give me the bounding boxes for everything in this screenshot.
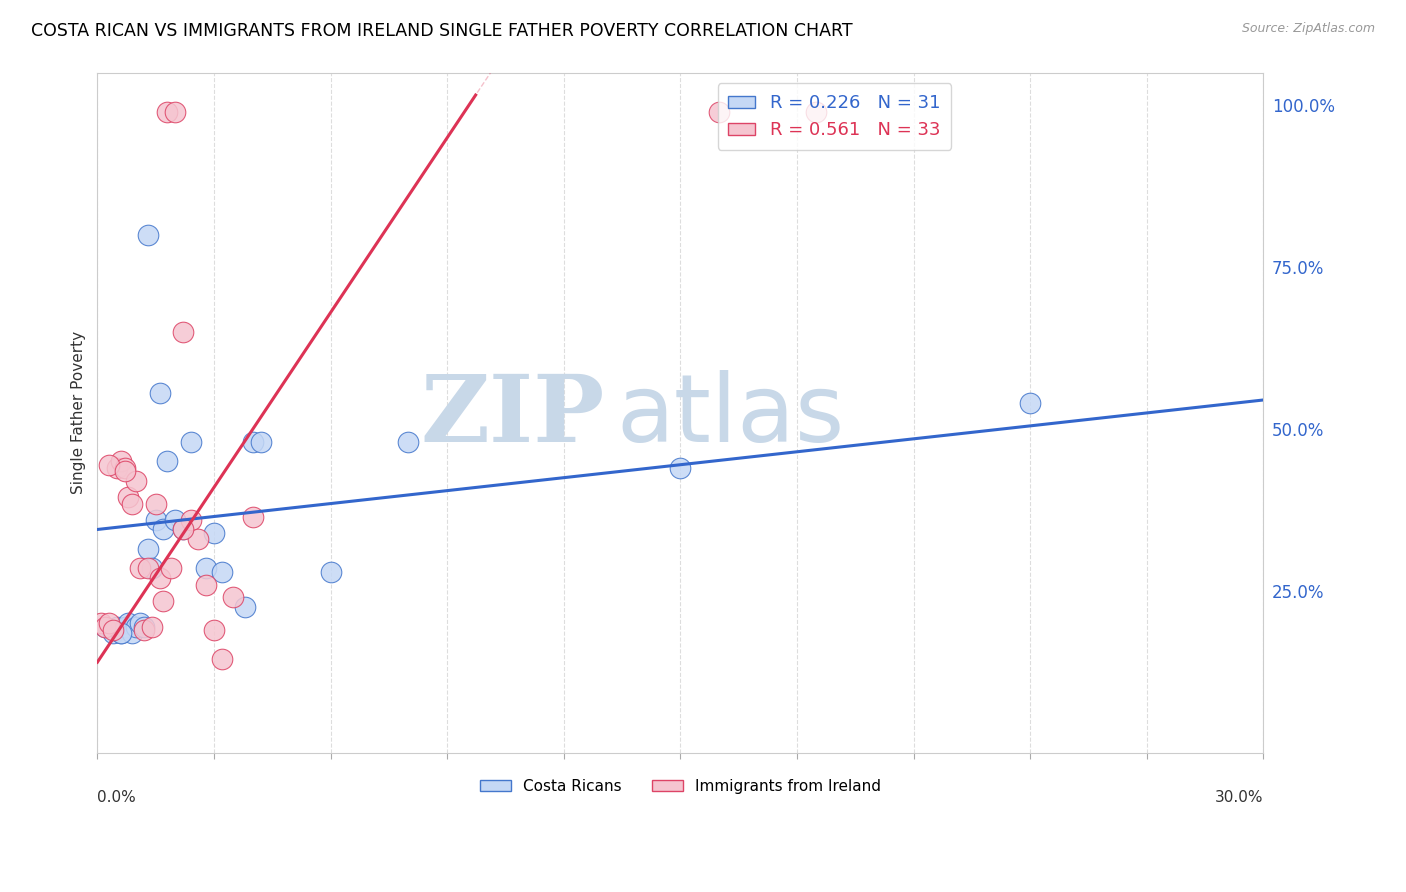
Point <box>156 104 179 119</box>
Point <box>132 623 155 637</box>
Point <box>152 593 174 607</box>
Point <box>121 626 143 640</box>
Text: atlas: atlas <box>616 370 845 462</box>
Point <box>396 435 419 450</box>
Legend: Costa Ricans, Immigrants from Ireland: Costa Ricans, Immigrants from Ireland <box>474 772 887 799</box>
Point <box>117 490 139 504</box>
Point <box>125 474 148 488</box>
Point <box>141 561 163 575</box>
Point <box>160 561 183 575</box>
Point <box>98 458 121 472</box>
Point <box>202 623 225 637</box>
Point <box>94 619 117 633</box>
Point <box>132 619 155 633</box>
Text: COSTA RICAN VS IMMIGRANTS FROM IRELAND SINGLE FATHER POVERTY CORRELATION CHART: COSTA RICAN VS IMMIGRANTS FROM IRELAND S… <box>31 22 852 40</box>
Point <box>187 532 209 546</box>
Point <box>319 565 342 579</box>
Point <box>141 619 163 633</box>
Point <box>1019 396 1042 410</box>
Point <box>110 454 132 468</box>
Point <box>669 461 692 475</box>
Text: 0.0%: 0.0% <box>97 790 136 805</box>
Point <box>129 561 152 575</box>
Point <box>117 616 139 631</box>
Point <box>129 616 152 631</box>
Point <box>136 227 159 242</box>
Point <box>172 523 194 537</box>
Point <box>222 591 245 605</box>
Point <box>806 104 828 119</box>
Point <box>114 464 136 478</box>
Point <box>114 619 136 633</box>
Point <box>211 565 233 579</box>
Point <box>152 523 174 537</box>
Point <box>148 571 170 585</box>
Text: Source: ZipAtlas.com: Source: ZipAtlas.com <box>1241 22 1375 36</box>
Point <box>211 652 233 666</box>
Y-axis label: Single Father Poverty: Single Father Poverty <box>72 331 86 494</box>
Point <box>156 454 179 468</box>
Point <box>98 616 121 631</box>
Point <box>172 523 194 537</box>
Point <box>148 386 170 401</box>
Point <box>233 600 256 615</box>
Point <box>180 435 202 450</box>
Point <box>105 619 128 633</box>
Point <box>195 577 218 591</box>
Point <box>172 325 194 339</box>
Point <box>145 513 167 527</box>
Text: ZIP: ZIP <box>420 371 605 461</box>
Point <box>165 104 187 119</box>
Point <box>145 497 167 511</box>
Point <box>110 626 132 640</box>
Point <box>136 541 159 556</box>
Point <box>110 626 132 640</box>
Point <box>125 619 148 633</box>
Point <box>121 497 143 511</box>
Point <box>136 561 159 575</box>
Point <box>101 626 124 640</box>
Point <box>90 616 112 631</box>
Point <box>114 461 136 475</box>
Point <box>202 525 225 540</box>
Point <box>709 104 731 119</box>
Point <box>101 623 124 637</box>
Point <box>94 619 117 633</box>
Text: 30.0%: 30.0% <box>1215 790 1264 805</box>
Point <box>242 435 264 450</box>
Point <box>180 513 202 527</box>
Point <box>249 435 271 450</box>
Point <box>195 561 218 575</box>
Point <box>105 461 128 475</box>
Point <box>165 513 187 527</box>
Point <box>242 509 264 524</box>
